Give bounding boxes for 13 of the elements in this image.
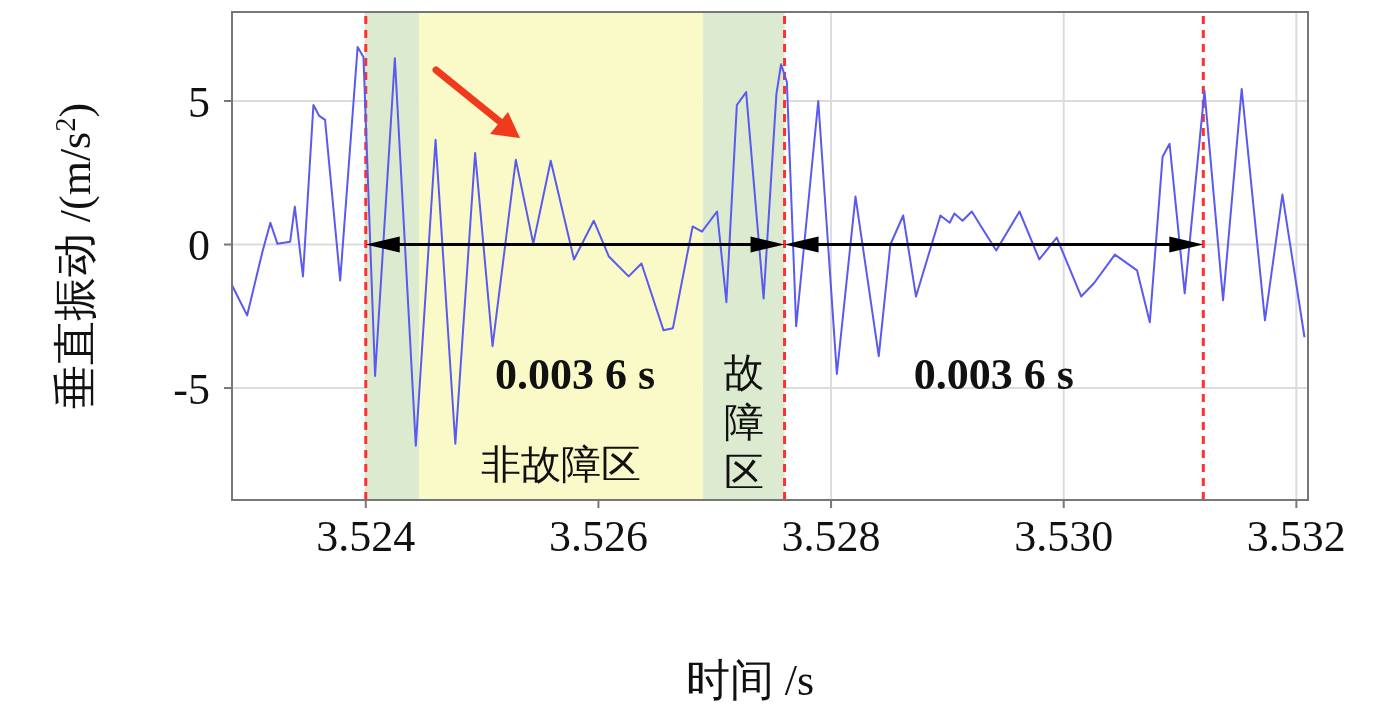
x-tick-label: 3.528 <box>781 512 881 562</box>
x-tick-label: 3.524 <box>316 512 416 562</box>
x-tick-label: 3.526 <box>548 512 648 562</box>
band-label: 故障区 <box>723 350 764 495</box>
x-tick-label: 3.532 <box>1246 512 1346 562</box>
annotation: 0.003 6 s <box>495 350 656 400</box>
x-axis-title: 时间 /s <box>685 656 815 705</box>
y-tick-label: 0 <box>188 221 210 271</box>
y-tick-label: -5 <box>173 364 210 414</box>
x-tick-label: 3.530 <box>1014 512 1114 562</box>
y-tick-label: 5 <box>188 77 210 127</box>
band-label: 非故障区 <box>481 442 642 487</box>
annotation: 0.003 6 s <box>913 350 1074 400</box>
